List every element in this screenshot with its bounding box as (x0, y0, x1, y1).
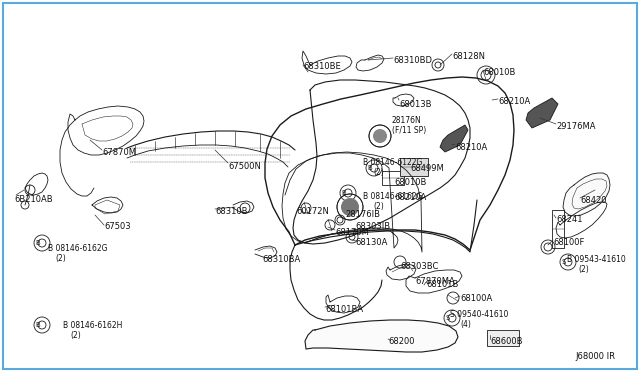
Text: 68100F: 68100F (553, 238, 584, 247)
Text: (2): (2) (578, 265, 589, 274)
Text: 68100A: 68100A (460, 294, 492, 303)
Bar (487, 330, 519, 346)
Text: B 08146-6162H: B 08146-6162H (63, 321, 122, 330)
Text: (F/11 SP): (F/11 SP) (392, 126, 426, 135)
Bar (552, 210, 564, 248)
Text: 28176IB: 28176IB (345, 210, 380, 219)
Text: 67870MA: 67870MA (415, 277, 455, 286)
Polygon shape (305, 320, 458, 352)
Text: 68310B: 68310B (215, 207, 248, 216)
Text: S: S (446, 315, 450, 321)
Text: 67503: 67503 (104, 222, 131, 231)
Text: (2): (2) (373, 168, 384, 177)
Text: 28176N: 28176N (392, 116, 422, 125)
Text: B 09543-41610: B 09543-41610 (567, 255, 626, 264)
Text: B 08146-6122G: B 08146-6122G (363, 158, 422, 167)
Text: 68499M: 68499M (410, 164, 444, 173)
Text: 68170M: 68170M (335, 228, 369, 237)
Text: 68200: 68200 (388, 337, 415, 346)
Text: (2): (2) (70, 331, 81, 340)
Text: 68210A: 68210A (498, 97, 531, 106)
Text: 68210A: 68210A (455, 143, 487, 152)
Circle shape (373, 129, 387, 143)
Text: 68013B: 68013B (399, 100, 431, 109)
Text: B: B (36, 322, 40, 328)
Text: 68303IB: 68303IB (355, 222, 390, 231)
Text: 67870M: 67870M (102, 148, 136, 157)
Text: 6B210AB: 6B210AB (14, 195, 52, 204)
Text: 68128N: 68128N (452, 52, 485, 61)
Text: 68310BA: 68310BA (262, 255, 300, 264)
Text: 68303BC: 68303BC (400, 262, 438, 271)
Text: (2): (2) (373, 202, 384, 211)
Text: 68010B: 68010B (483, 68, 515, 77)
Text: B: B (342, 190, 346, 196)
Text: (4): (4) (460, 320, 471, 329)
Polygon shape (526, 98, 558, 128)
Text: 60172N: 60172N (296, 207, 329, 216)
Bar (400, 158, 428, 176)
Text: 68310BD: 68310BD (393, 56, 432, 65)
Text: 68010B: 68010B (394, 178, 426, 187)
Text: 68101BA: 68101BA (325, 305, 363, 314)
Text: B 08146-6162G: B 08146-6162G (363, 192, 422, 201)
Text: S: S (562, 259, 566, 265)
Text: 68241: 68241 (556, 215, 582, 224)
Text: 29176MA: 29176MA (556, 122, 595, 131)
Polygon shape (440, 125, 468, 152)
Text: 68600B: 68600B (490, 337, 522, 346)
Text: 68310BE: 68310BE (303, 62, 340, 71)
Text: J68000 IR: J68000 IR (575, 352, 615, 361)
Text: B: B (36, 240, 40, 246)
Text: B 08146-6162G: B 08146-6162G (48, 244, 108, 253)
Text: 68101B: 68101B (426, 280, 458, 289)
Circle shape (341, 198, 359, 216)
Polygon shape (563, 173, 610, 216)
Text: S 09540-41610: S 09540-41610 (450, 310, 508, 319)
Text: 68210A: 68210A (394, 193, 426, 202)
Bar (382, 171, 404, 185)
Text: 67500N: 67500N (228, 162, 261, 171)
Text: 68130A: 68130A (355, 238, 387, 247)
Text: (2): (2) (55, 254, 66, 263)
Text: 68420: 68420 (580, 196, 607, 205)
Text: B: B (367, 165, 372, 171)
